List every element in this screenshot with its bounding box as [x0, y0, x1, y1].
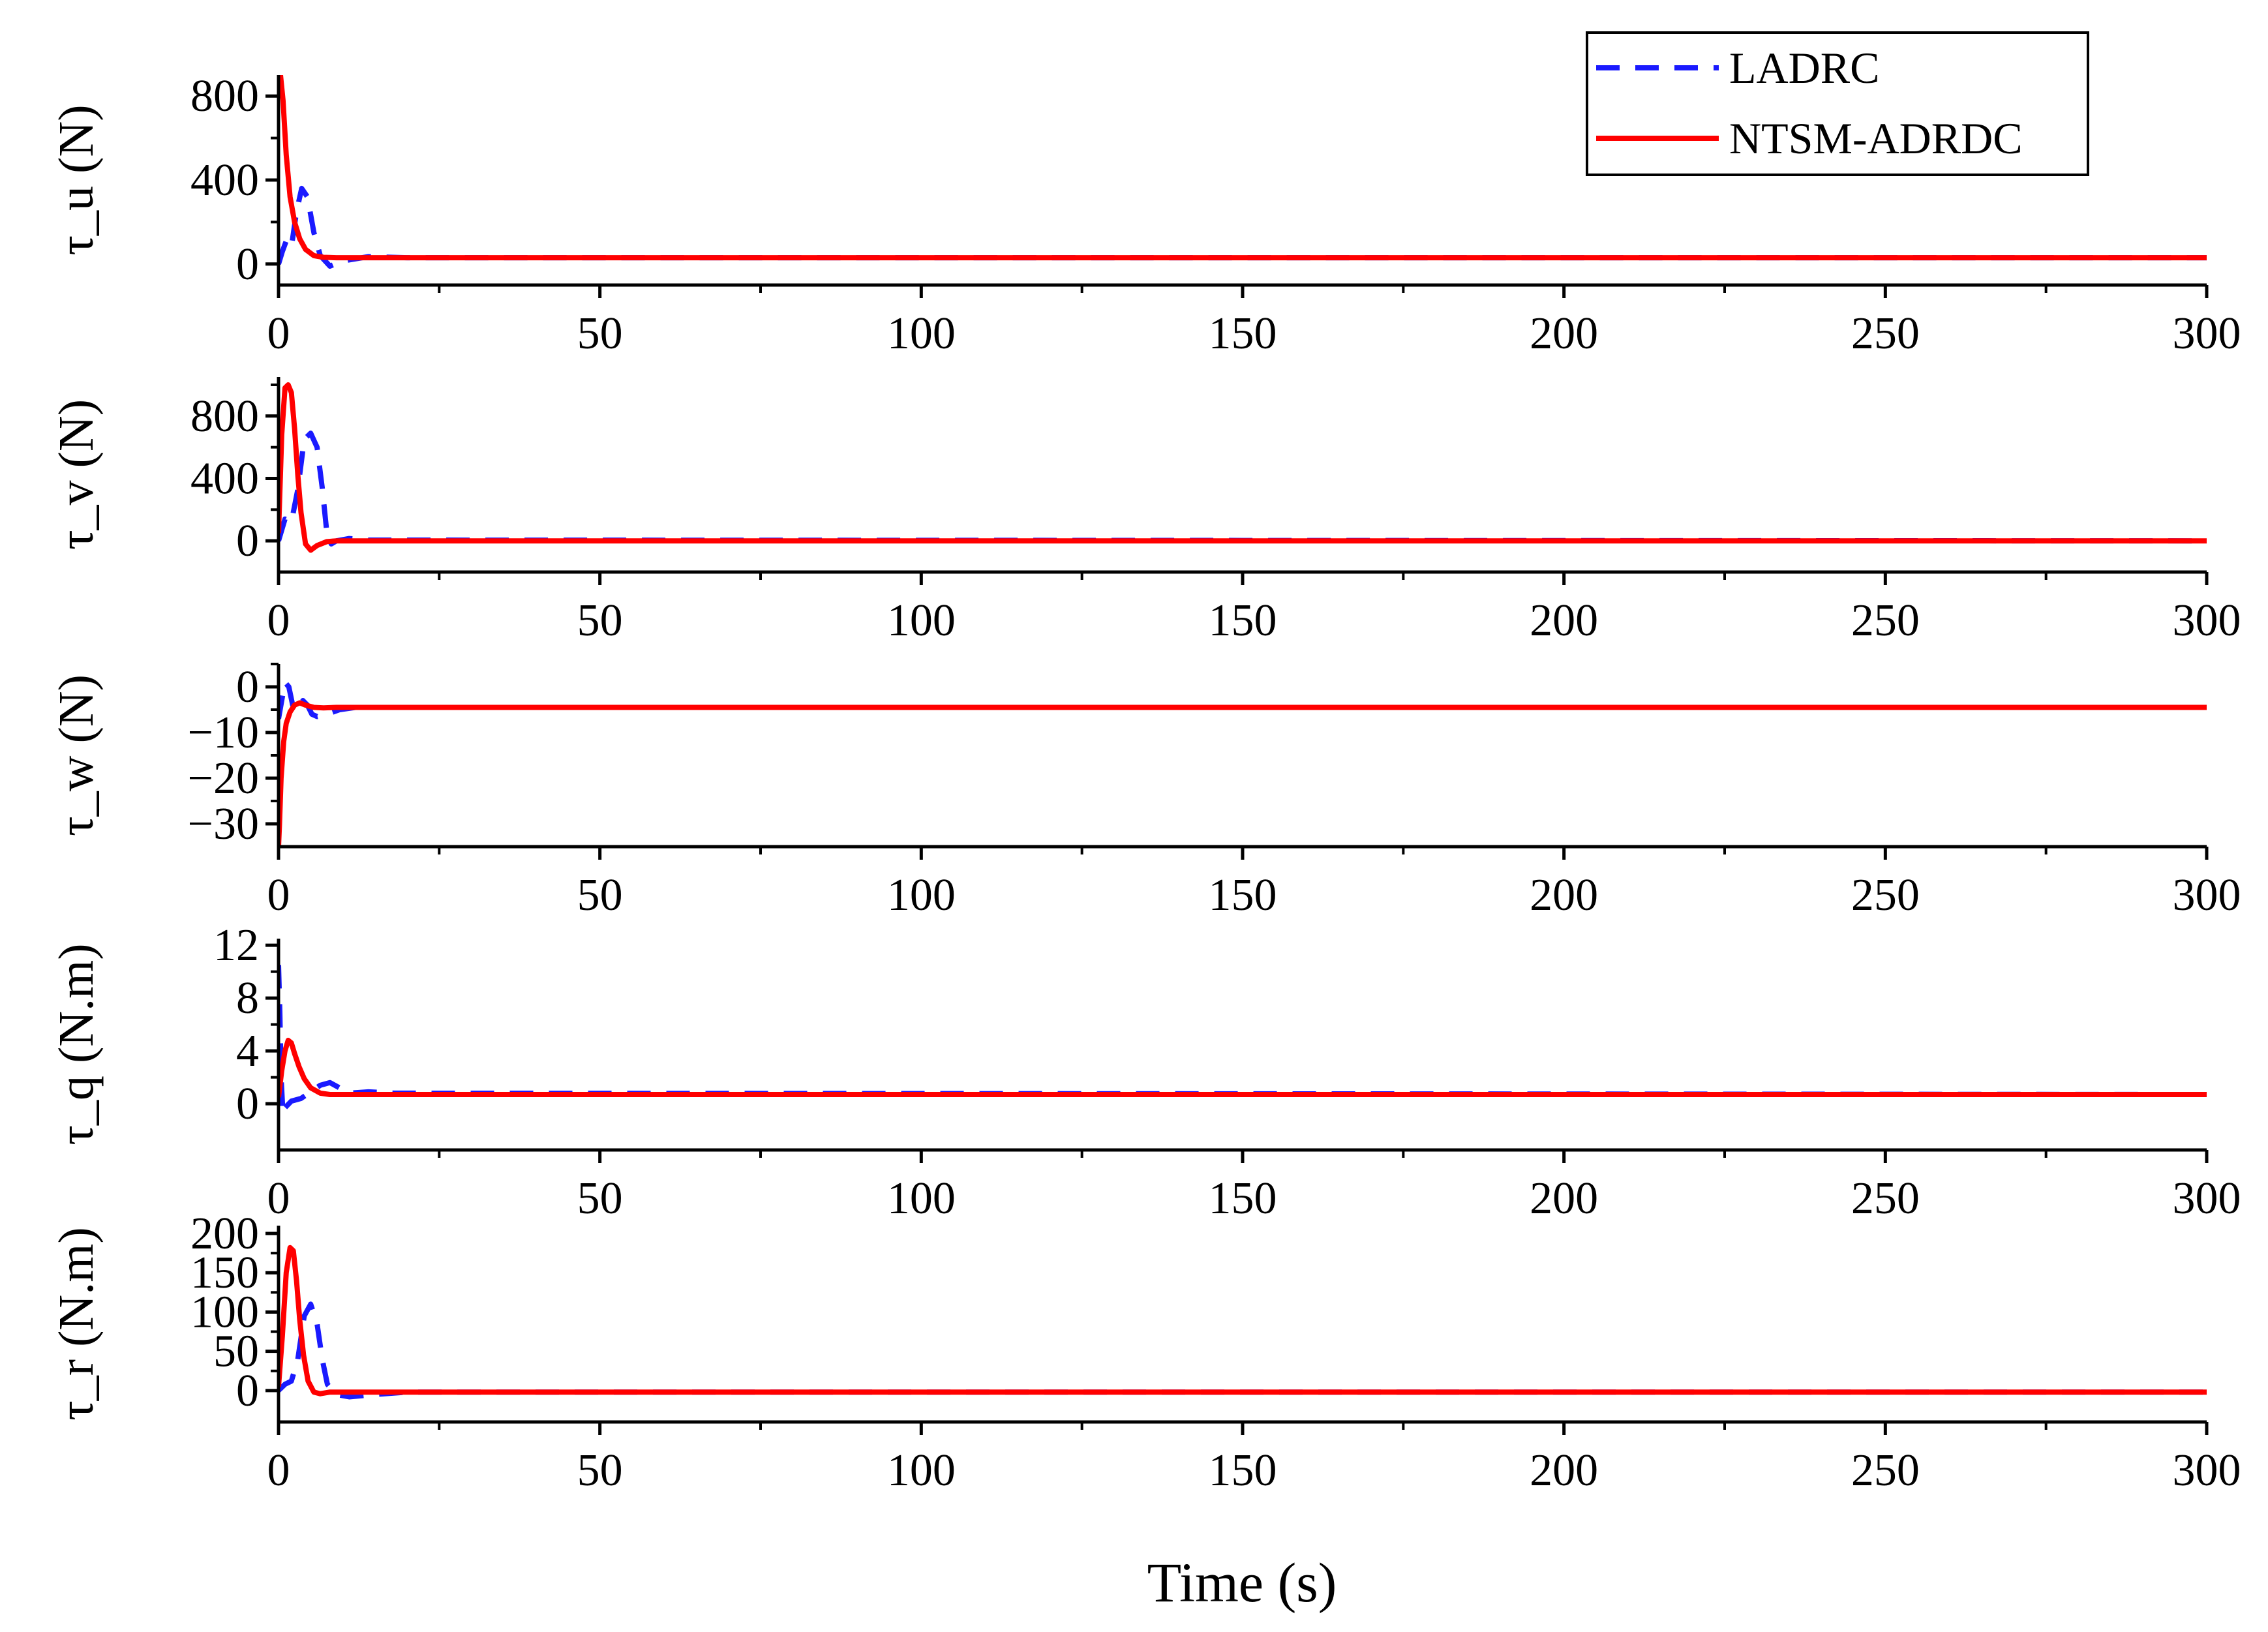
x-tick-label: 200: [1530, 1173, 1598, 1224]
y-axis-title: τ_r (N.m): [49, 1227, 104, 1420]
subplot-2: 0 50 100 150 200 250 300 0 400 800 τ_v (N): [49, 377, 2241, 646]
y-tick-label: 800: [190, 71, 259, 121]
y-tick-label: 50: [213, 1327, 259, 1377]
series-line-ladrc: [279, 1301, 2207, 1400]
legend-box: [1586, 31, 2089, 176]
x-tick-label: 50: [577, 870, 623, 920]
series-line-ntsm-adrdc: [279, 1245, 2207, 1397]
y-tick-label: 12: [213, 920, 259, 971]
y-axis-title: τ_v (N): [49, 399, 104, 550]
x-tick-label: 300: [2173, 309, 2241, 359]
x-tick-label: 50: [577, 309, 623, 359]
series-line-ladrc: [279, 965, 2207, 1117]
x-tick-label: 0: [267, 309, 290, 359]
x-tick-label: 0: [267, 870, 290, 920]
x-tick-label: 150: [1209, 1173, 1277, 1224]
y-tick-label: 0: [236, 239, 259, 290]
y-tick-label: −30: [188, 799, 259, 849]
y-tick-label: 800: [190, 391, 259, 442]
x-tick-label: 200: [1530, 309, 1598, 359]
x-tick-label: 250: [1851, 1445, 1920, 1496]
series-line-ntsm-adrdc: [279, 75, 2207, 261]
x-tick-label: 250: [1851, 1173, 1920, 1224]
legend-label-ladrc: LADRC: [1729, 43, 1879, 93]
x-tick-label: 150: [1209, 870, 1277, 920]
legend-label-ntsm-adrdc: NTSM-ADRDC: [1729, 113, 2023, 163]
legend: LADRC NTSM-ADRDC: [1586, 31, 2089, 176]
series-line-ntsm-adrdc: [279, 1037, 2207, 1098]
y-tick-label: 200: [190, 1209, 259, 1259]
x-tick-label: 50: [577, 1173, 623, 1224]
series-line-ladrc: [279, 431, 2207, 547]
x-tick-label: 0: [267, 1445, 290, 1496]
x-tick-label: 300: [2173, 1173, 2241, 1224]
y-tick-label: −20: [188, 753, 259, 804]
y-tick-label: 0: [236, 516, 259, 566]
y-tick-label: 4: [236, 1026, 259, 1076]
series-line-ntsm-adrdc: [279, 700, 2207, 847]
series-line-ladrc: [279, 185, 2207, 269]
series-line-ntsm-adrdc: [279, 382, 2207, 553]
y-tick-label: 400: [190, 453, 259, 504]
x-tick-label: 150: [1209, 596, 1277, 646]
x-tick-label: 50: [577, 1445, 623, 1496]
x-tick-label: 300: [2173, 596, 2241, 646]
y-tick-label: 150: [190, 1248, 259, 1298]
series-line-ladrc: [279, 680, 2207, 719]
y-axis-title: τ_w (N): [49, 674, 104, 836]
y-tick-label: −10: [188, 708, 259, 758]
y-tick-label: 8: [236, 973, 259, 1023]
x-tick-label: 150: [1209, 309, 1277, 359]
x-tick-label: 250: [1851, 596, 1920, 646]
x-tick-label: 150: [1209, 1445, 1277, 1496]
y-axis-title: τ_u (N): [49, 104, 104, 255]
x-tick-label: 100: [887, 1445, 956, 1496]
x-tick-label: 100: [887, 309, 956, 359]
x-tick-label: 200: [1530, 596, 1598, 646]
x-tick-label: 250: [1851, 870, 1920, 920]
y-tick-label: 0: [236, 1079, 259, 1129]
x-tick-label: 250: [1851, 309, 1920, 359]
y-tick-label: 400: [190, 155, 259, 205]
x-tick-label: 100: [887, 596, 956, 646]
y-axis-title: τ_q (N.m): [49, 943, 104, 1145]
x-tick-label: 300: [2173, 870, 2241, 920]
x-tick-label: 200: [1530, 1445, 1598, 1496]
x-tick-label: 0: [267, 596, 290, 646]
x-tick-label: 100: [887, 870, 956, 920]
x-tick-label: 50: [577, 596, 623, 646]
subplot-1: 0 50 100 150 200 250 300 0 400 800 τ_u (N): [49, 71, 2241, 359]
y-tick-label: 0: [236, 1366, 259, 1416]
x-tick-label: 300: [2173, 1445, 2241, 1496]
y-tick-label: 0: [236, 662, 259, 712]
x-tick-label: 200: [1530, 870, 1598, 920]
x-axis-title: Time (s): [1147, 1551, 1337, 1614]
x-tick-label: 100: [887, 1173, 956, 1224]
y-tick-label: 100: [190, 1287, 259, 1337]
x-tick-label: 0: [267, 1173, 290, 1224]
